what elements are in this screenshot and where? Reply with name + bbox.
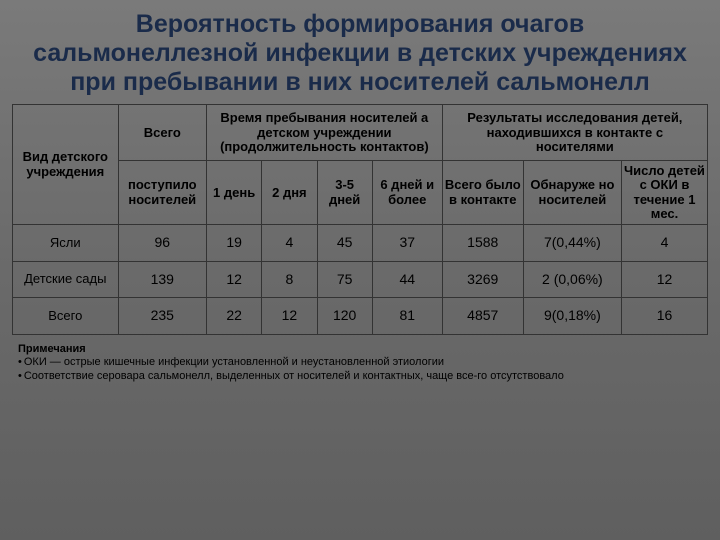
cell-d3-5: 75 [317,261,372,297]
col-day1: 1 день [207,161,262,225]
notes: Примечания ОКИ — острые кишечные инфекци… [0,335,720,384]
col-institution-type: Вид детского учреждения [13,105,119,225]
note-text: ОКИ — острые кишечные инфекции установле… [24,356,444,368]
col-day6plus: 6 дней и более [372,161,442,225]
cell-oki: 16 [621,298,707,334]
cell-d2: 4 [262,225,317,261]
cell-d6: 37 [372,225,442,261]
cell-detected: 2 (0,06%) [523,261,621,297]
cell-detected: 9(0,18%) [523,298,621,334]
cell-contact: 4857 [442,298,523,334]
cell-d6: 81 [372,298,442,334]
data-table: Вид детского учреждения Всего Время преб… [12,104,708,334]
cell-name: Всего [13,298,119,334]
col-day3-5: 3-5 дней [317,161,372,225]
col-results-group: Результаты исследования детей, находивши… [442,105,707,161]
cell-detected: 7(0,44%) [523,225,621,261]
table-row: Детские сады 139 12 8 75 44 3269 2 (0,06… [13,261,708,297]
cell-oki: 12 [621,261,707,297]
notes-heading: Примечания [18,343,702,357]
cell-total: 235 [118,298,206,334]
cell-contact: 3269 [442,261,523,297]
cell-d1: 19 [207,225,262,261]
cell-d6: 44 [372,261,442,297]
note-text: Соответствие серовара сальмонелл, выделе… [24,370,564,382]
cell-d1: 22 [207,298,262,334]
col-total-sub: поступило носителей [118,161,206,225]
cell-d2: 12 [262,298,317,334]
cell-total: 96 [118,225,206,261]
col-day2: 2 дня [262,161,317,225]
note-line: Соответствие серовара сальмонелл, выделе… [18,370,702,384]
cell-d3-5: 120 [317,298,372,334]
cell-name: Детские сады [13,261,119,297]
cell-d2: 8 [262,261,317,297]
col-total-group: Всего [118,105,206,161]
col-oki: Число детей с ОКИ в течение 1 мес. [621,161,707,225]
cell-contact: 1588 [442,225,523,261]
cell-oki: 4 [621,225,707,261]
col-detected: Обнаруже но носителей [523,161,621,225]
table-row: Всего 235 22 12 120 81 4857 9(0,18%) 16 [13,298,708,334]
cell-total: 139 [118,261,206,297]
cell-name: Ясли [13,225,119,261]
table-row: Ясли 96 19 4 45 37 1588 7(0,44%) 4 [13,225,708,261]
note-line: ОКИ — острые кишечные инфекции установле… [18,356,702,370]
cell-d3-5: 45 [317,225,372,261]
cell-d1: 12 [207,261,262,297]
col-contact: Всего было в контакте [442,161,523,225]
col-time-group: Время пребывания носителей а детском учр… [207,105,443,161]
page-title: Вероятность формирования очагов сальмоне… [0,0,720,104]
